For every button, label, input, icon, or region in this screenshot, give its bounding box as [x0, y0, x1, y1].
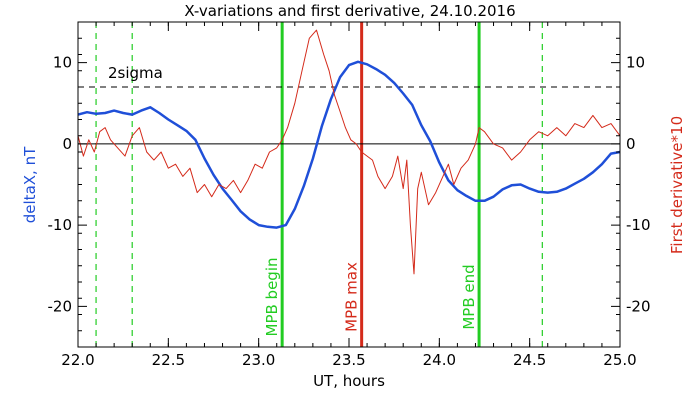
- y-tick-label-left-0: 10: [53, 54, 72, 72]
- series-layer: [77, 29, 621, 275]
- y-tick-label-left-3: -20: [48, 297, 73, 315]
- x-tick-label-2: 23.0: [242, 351, 275, 369]
- x-tick-label-4: 24.0: [423, 351, 456, 369]
- marker-label-2: MPB begin: [263, 258, 281, 337]
- x-tick-label-6: 25.0: [603, 351, 636, 369]
- y-tick-label-right-0: 10: [626, 54, 645, 72]
- y-tick-label-right-1: 0: [626, 135, 636, 153]
- marker-layer: MPB begin MPB max MPB end: [95, 22, 543, 347]
- x-tick-label-0: 22.0: [61, 351, 94, 369]
- chart-title: X-variations and first derivative, 24.10…: [184, 2, 515, 20]
- series-line-derivative: [77, 29, 621, 275]
- series-line-deltaX: [77, 60, 621, 229]
- x-tick-label-5: 24.5: [513, 351, 546, 369]
- y-tick-label-right-3: -20: [626, 297, 651, 315]
- x-tick-label-1: 22.5: [152, 351, 185, 369]
- reference-lines: 2sigma: [78, 64, 620, 145]
- sigma-label: 2sigma: [108, 64, 163, 82]
- tick-layer: 22.0 22.5 23.0 23.5 24.0 24.5 25.0 10 0 -10 -20 10 0…: [48, 21, 651, 369]
- y-axis-label-right: First derivative*10: [668, 116, 686, 254]
- marker-label-3: MPB max: [343, 262, 361, 332]
- marker-label-4: MPB end: [460, 264, 478, 329]
- y-tick-label-left-2: -10: [48, 216, 73, 234]
- y-tick-label-left-1: 0: [62, 135, 72, 153]
- x-axis-label: UT, hours: [313, 372, 385, 390]
- y-axis-label-left: deltaX, nT: [21, 146, 39, 223]
- y-tick-label-right-2: -10: [626, 216, 651, 234]
- x-tick-label-3: 23.5: [332, 351, 365, 369]
